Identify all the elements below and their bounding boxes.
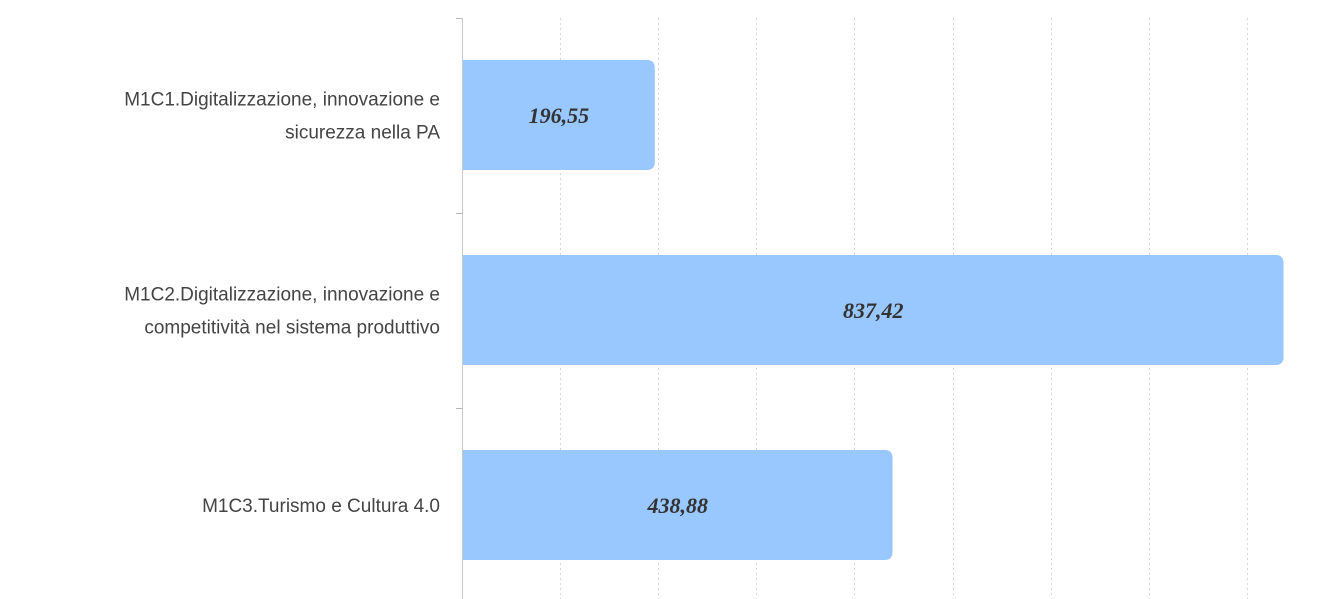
category-label-line: M1C2.Digitalizzazione, innovazione e (124, 285, 440, 306)
category-label-line: competitività nel sistema produttivo (144, 318, 440, 339)
bar-layer (463, 60, 1284, 560)
data-label-3: 438,88 (647, 493, 709, 518)
category-label-line: sicurezza nella PA (285, 123, 440, 144)
bar-3[interactable] (463, 450, 893, 560)
bar-1[interactable] (463, 60, 655, 170)
axis-layer (456, 18, 463, 599)
bar-2[interactable] (463, 255, 1284, 365)
category-label-2: M1C2.Digitalizzazione, innovazione e comp… (124, 285, 440, 339)
data-label-2: 837,42 (843, 298, 904, 323)
category-label-3: M1C3.Turismo e Cultura 4.0 (202, 496, 440, 517)
category-label-line: M1C3.Turismo e Cultura 4.0 (202, 496, 440, 517)
label-layer: 196,55 M1C1.Digitalizzazione, innovazione… (124, 90, 903, 519)
category-label-1: M1C1.Digitalizzazione, innovazione e sicu… (124, 90, 440, 144)
data-label-1: 196,55 (529, 103, 590, 128)
category-label-line: M1C1.Digitalizzazione, innovazione e (124, 90, 440, 111)
